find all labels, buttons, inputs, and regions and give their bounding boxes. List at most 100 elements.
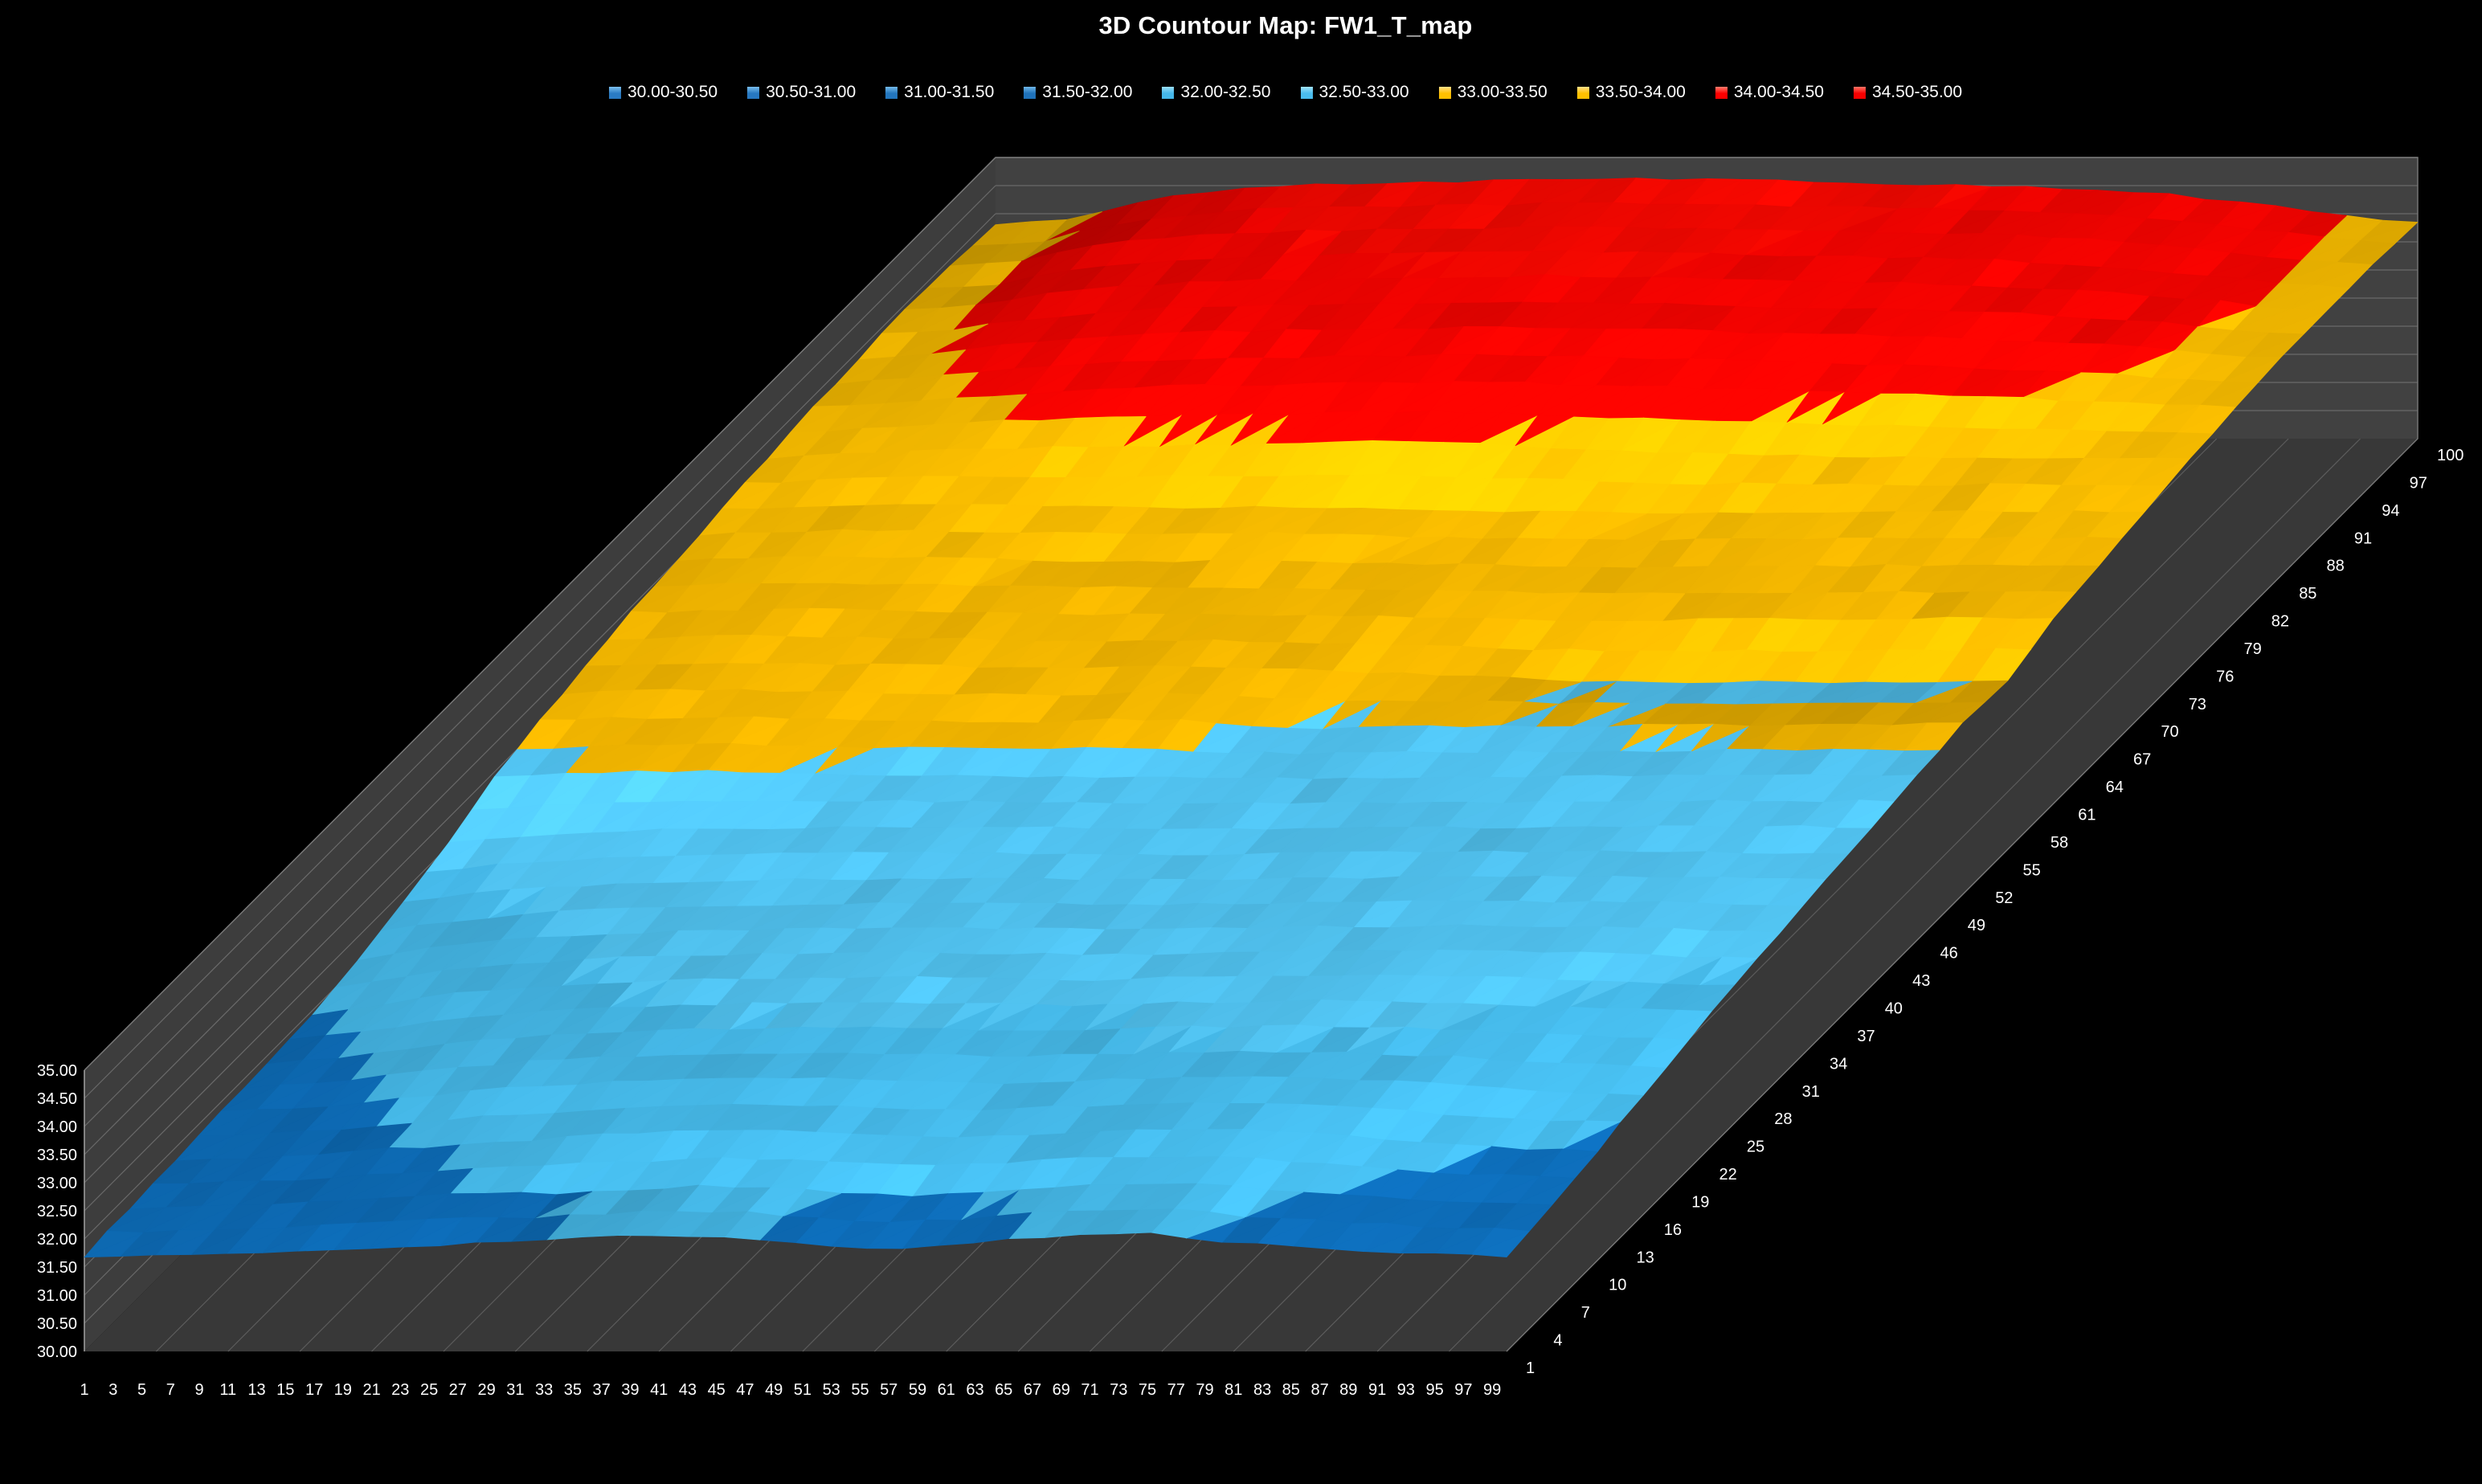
legend-swatch-icon <box>1715 86 1728 99</box>
svg-text:32.50: 32.50 <box>37 1203 77 1220</box>
svg-text:47: 47 <box>736 1381 754 1399</box>
svg-text:37: 37 <box>1857 1028 1875 1045</box>
svg-text:71: 71 <box>1081 1381 1098 1399</box>
legend-item-32.00-32.50: 32.00-32.50 <box>1162 83 1271 102</box>
value-axis-labels: 30.00 30.50 31.00 31.50 32.00 32.50 33.00 33.50… <box>37 1062 77 1361</box>
svg-text:31.50: 31.50 <box>37 1259 77 1277</box>
legend-item-label: 32.00-32.50 <box>1180 83 1271 101</box>
x-axis-labels: 1 3 5 7 9 11 13 15 17 19 21 23 25 27 29 31 33 35 37 39 41 43 4… <box>80 1381 1501 1399</box>
svg-text:49: 49 <box>1968 917 1985 934</box>
svg-text:81: 81 <box>1225 1381 1242 1399</box>
legend-item-label: 30.00-30.50 <box>627 83 718 101</box>
svg-text:17: 17 <box>305 1381 323 1399</box>
svg-text:41: 41 <box>650 1381 668 1399</box>
legend-item-label: 34.50-35.00 <box>1871 83 1963 101</box>
legend-item-label: 34.00-34.50 <box>1733 83 1824 101</box>
svg-text:45: 45 <box>708 1381 726 1399</box>
svg-text:91: 91 <box>1368 1381 1386 1399</box>
svg-text:25: 25 <box>420 1381 438 1399</box>
svg-text:49: 49 <box>765 1381 783 1399</box>
svg-text:53: 53 <box>823 1381 840 1399</box>
svg-text:7: 7 <box>1581 1304 1590 1322</box>
legend-swatch-icon <box>1162 86 1175 99</box>
svg-text:23: 23 <box>391 1381 409 1399</box>
legend: 30.00-30.50 30.50-31.00 31.00-31.50 31.50-3… <box>608 83 1963 102</box>
legend-swatch-icon <box>1438 86 1451 99</box>
svg-text:55: 55 <box>2023 861 2041 879</box>
legend-item-30.00-30.50: 30.00-30.50 <box>608 83 718 102</box>
svg-text:13: 13 <box>1637 1249 1654 1266</box>
svg-text:63: 63 <box>966 1381 983 1399</box>
svg-text:31.00: 31.00 <box>37 1287 77 1305</box>
svg-text:19: 19 <box>334 1381 352 1399</box>
svg-text:77: 77 <box>1167 1381 1185 1399</box>
svg-text:31: 31 <box>506 1381 524 1399</box>
svg-text:33.00: 33.00 <box>37 1175 77 1192</box>
svg-text:3: 3 <box>108 1381 117 1399</box>
legend-item-34.50-35.00: 34.50-35.00 <box>1853 83 1963 102</box>
legend-item-31.00-31.50: 31.00-31.50 <box>885 83 994 102</box>
legend-item-33.50-34.00: 33.50-34.00 <box>1576 83 1686 102</box>
svg-text:32.00: 32.00 <box>37 1231 77 1249</box>
svg-text:97: 97 <box>2410 474 2427 492</box>
svg-text:85: 85 <box>2299 585 2316 603</box>
svg-text:16: 16 <box>1664 1221 1682 1239</box>
svg-text:5: 5 <box>137 1381 146 1399</box>
svg-text:43: 43 <box>1912 972 1930 990</box>
legend-item-33.00-33.50: 33.00-33.50 <box>1438 83 1548 102</box>
legend-item-label: 31.00-31.50 <box>904 83 995 101</box>
svg-text:79: 79 <box>2244 640 2262 658</box>
svg-text:46: 46 <box>1940 945 1958 963</box>
svg-text:55: 55 <box>851 1381 869 1399</box>
svg-text:1: 1 <box>1526 1359 1535 1377</box>
legend-swatch-icon <box>747 86 760 99</box>
svg-text:35.00: 35.00 <box>37 1062 77 1080</box>
svg-text:39: 39 <box>621 1381 639 1399</box>
svg-text:34.00: 34.00 <box>37 1118 77 1136</box>
svg-text:67: 67 <box>2133 751 2151 769</box>
svg-text:75: 75 <box>1139 1381 1156 1399</box>
svg-text:30.00: 30.00 <box>37 1343 77 1361</box>
legend-swatch-icon <box>1024 86 1037 99</box>
svg-text:61: 61 <box>938 1381 955 1399</box>
svg-text:43: 43 <box>679 1381 697 1399</box>
svg-text:100: 100 <box>2437 447 2464 464</box>
svg-text:33.50: 33.50 <box>37 1147 77 1164</box>
svg-text:95: 95 <box>1425 1381 1443 1399</box>
svg-text:34: 34 <box>1830 1055 1847 1073</box>
legend-swatch-icon <box>1576 86 1589 99</box>
svg-text:35: 35 <box>564 1381 582 1399</box>
svg-text:73: 73 <box>1110 1381 1127 1399</box>
svg-text:19: 19 <box>1691 1194 1709 1212</box>
svg-text:89: 89 <box>1339 1381 1357 1399</box>
svg-text:99: 99 <box>1483 1381 1501 1399</box>
legend-item-30.50-31.00: 30.50-31.00 <box>747 83 856 102</box>
svg-text:67: 67 <box>1024 1381 1041 1399</box>
svg-text:97: 97 <box>1454 1381 1472 1399</box>
legend-item-label: 33.00-33.50 <box>1457 83 1548 101</box>
svg-text:10: 10 <box>1609 1277 1626 1294</box>
legend-item-34.00-34.50: 34.00-34.50 <box>1715 83 1824 102</box>
legend-item-31.50-32.00: 31.50-32.00 <box>1024 83 1132 102</box>
svg-text:25: 25 <box>1747 1139 1764 1156</box>
svg-text:13: 13 <box>247 1381 265 1399</box>
svg-text:57: 57 <box>880 1381 898 1399</box>
legend-swatch-icon <box>1853 86 1866 99</box>
svg-text:52: 52 <box>1995 889 2013 907</box>
svg-text:28: 28 <box>1774 1110 1792 1128</box>
svg-text:70: 70 <box>2161 723 2178 741</box>
svg-text:85: 85 <box>1282 1381 1300 1399</box>
svg-text:94: 94 <box>2382 502 2399 520</box>
svg-text:65: 65 <box>995 1381 1012 1399</box>
svg-text:93: 93 <box>1397 1381 1415 1399</box>
svg-text:61: 61 <box>2078 807 2096 824</box>
svg-text:59: 59 <box>909 1381 926 1399</box>
legend-swatch-icon <box>608 86 621 99</box>
svg-text:64: 64 <box>2106 779 2124 796</box>
legend-item-label: 33.50-34.00 <box>1595 83 1686 101</box>
svg-text:34.50: 34.50 <box>37 1090 77 1108</box>
svg-text:83: 83 <box>1253 1381 1271 1399</box>
svg-text:1: 1 <box>80 1381 88 1399</box>
svg-text:7: 7 <box>166 1381 175 1399</box>
